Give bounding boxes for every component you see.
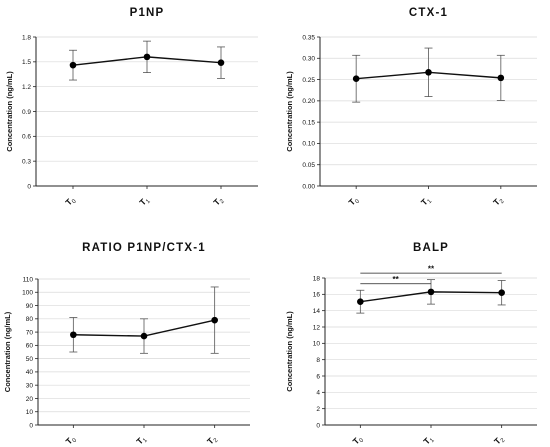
data-point (211, 316, 218, 324)
significance-label: ** (393, 275, 400, 284)
y-tick-label: 6 (316, 373, 320, 380)
chart-panel: 0 0.3 0.6 0.9 1.2 1.5 1.8 P1NP Concentration (ng… (5, 7, 258, 209)
y-tick-label: 30 (26, 382, 34, 389)
y-tick-label: 0.25 (302, 77, 315, 84)
y-tick-label: 4 (316, 390, 320, 397)
y-tick-label: 0.35 (302, 34, 315, 41)
x-tick-label: T2 (211, 194, 226, 209)
y-tick-label: 40 (26, 369, 34, 376)
chart-panel: 0.00 0.05 0.10 0.15 0.20 0.25 0.30 0.35 CTX-1 Con… (285, 7, 537, 209)
y-tick-label: 0 (27, 183, 31, 190)
chart-title: CTX-1 (409, 7, 448, 19)
x-tick-label: T1 (421, 433, 436, 447)
x-tick-label: T1 (419, 194, 434, 209)
data-point (352, 75, 360, 83)
y-axis-label: Concentration (ng/mL) (5, 71, 14, 152)
y-tick-label: 0.20 (302, 98, 315, 105)
significance-label: ** (428, 265, 435, 274)
chart-title: BALP (413, 242, 449, 254)
chart-panel: 0 2 4 6 8 10 12 14 16 18 BALP Concentration (ng/mL)… (285, 242, 537, 447)
y-tick-label: 100 (22, 290, 33, 297)
x-tick-label: T1 (137, 194, 152, 209)
y-tick-label: 80 (26, 316, 34, 323)
x-tick-label: T0 (351, 433, 366, 447)
y-tick-label: 0.15 (302, 119, 315, 126)
y-tick-label: 0.30 (302, 56, 315, 63)
data-point (357, 298, 364, 305)
y-tick-label: 0.10 (302, 141, 315, 148)
y-tick-label: 10 (26, 409, 34, 416)
y-tick-label: 14 (313, 308, 321, 315)
y-tick-label: 0.00 (302, 183, 315, 190)
chart-title: P1NP (130, 7, 165, 19)
y-tick-label: 0.6 (22, 134, 31, 141)
data-point (498, 289, 505, 297)
y-tick-label: 1.2 (22, 84, 31, 91)
x-tick-label: T2 (491, 194, 506, 209)
y-tick-label: 0 (316, 422, 320, 429)
y-axis-label: Concentration (ng/mL) (3, 311, 12, 392)
y-tick-label: 18 (313, 275, 321, 282)
x-tick-label: T2 (205, 433, 220, 447)
data-point (497, 74, 505, 82)
y-tick-label: 16 (313, 292, 321, 299)
y-tick-label: 60 (26, 343, 34, 350)
y-tick-label: 10 (313, 341, 321, 348)
y-tick-label: 20 (26, 396, 34, 403)
y-tick-label: 2 (316, 406, 320, 413)
chart-panel: 0 10 20 30 40 50 60 70 80 90 100 110 RATIO P1NP/CTX-… (3, 242, 250, 447)
x-tick-label: T1 (134, 433, 149, 447)
chart-title: RATIO P1NP/CTX-1 (82, 242, 206, 254)
y-tick-label: 1.5 (22, 59, 31, 66)
y-tick-label: 0.9 (22, 109, 31, 116)
y-tick-label: 0.3 (22, 158, 31, 165)
data-point (143, 53, 151, 61)
y-axis-label: Concentration (ng/mL) (285, 71, 294, 152)
x-tick-label: T0 (346, 194, 361, 209)
y-tick-label: 70 (26, 329, 34, 336)
x-tick-label: T0 (63, 194, 78, 209)
x-tick-label: T0 (64, 433, 79, 447)
data-point (70, 331, 77, 339)
y-tick-label: 90 (26, 303, 34, 310)
y-tick-label: 12 (313, 324, 321, 331)
y-tick-label: 110 (23, 276, 34, 283)
y-tick-label: 0.05 (302, 162, 315, 169)
y-tick-label: 8 (316, 357, 320, 364)
data-point (217, 59, 225, 66)
data-point (140, 332, 148, 340)
x-tick-label: T2 (492, 433, 507, 447)
y-tick-label: 0 (29, 422, 33, 429)
y-axis-label: Concentration (ng/mL) (285, 311, 294, 392)
data-point (69, 61, 77, 69)
data-point (425, 69, 432, 76)
y-tick-label: 1.8 (22, 34, 31, 41)
y-tick-label: 50 (26, 356, 34, 363)
data-point (427, 288, 435, 296)
